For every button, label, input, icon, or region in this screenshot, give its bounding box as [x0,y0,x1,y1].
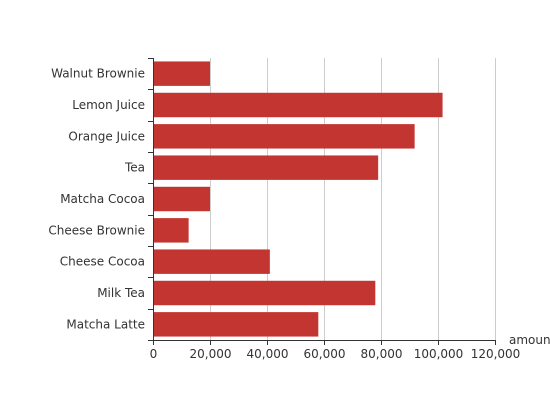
x-axis-title: amount [509,333,550,347]
x-tick-label: 100,000 [414,347,464,361]
bar [154,312,319,337]
x-tick-label: 60,000 [304,347,346,361]
bar [154,92,443,118]
x-tick-label: 0 [150,347,158,361]
x-tick-label: 20,000 [190,347,232,361]
y-category-label: Tea [124,161,145,175]
bar [154,186,210,212]
bar [154,218,189,243]
x-tick-label: 120,000 [471,347,521,361]
y-category-label: Lemon Juice [72,98,145,112]
y-category-label: Cheese Brownie [48,223,145,237]
y-category-label: Walnut Brownie [51,67,145,81]
y-category-label: Milk Tea [97,286,145,300]
y-category-label: Matcha Latte [66,317,145,331]
x-tick-label: 40,000 [247,347,289,361]
bar [154,124,415,149]
y-category-label: Orange Juice [68,129,145,143]
axes [148,58,496,345]
y-category-label: Cheese Cocoa [60,255,145,269]
bar [154,155,379,180]
bar [154,249,270,274]
bar [154,280,376,306]
bars [154,61,443,337]
labels: 0 20,000 40,000 60,000 80,000 100,000 120,000 W… [48,67,550,361]
bar [154,61,210,86]
y-category-label: Matcha Cocoa [60,192,145,206]
x-tick-label: 80,000 [361,347,403,361]
